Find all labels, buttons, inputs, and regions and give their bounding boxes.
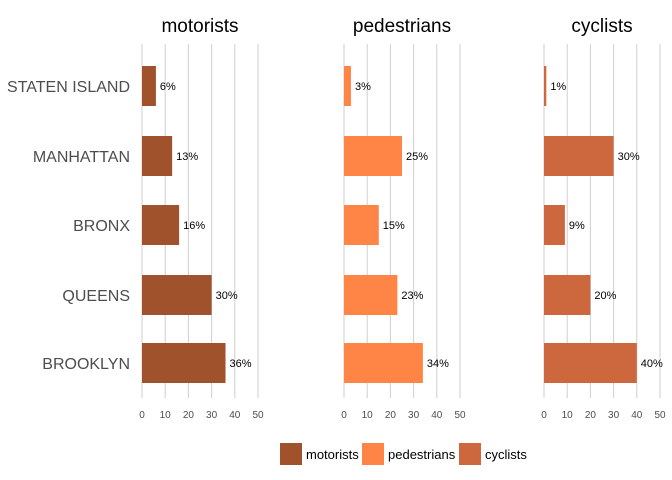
bar	[544, 136, 614, 176]
data-label: 15%	[383, 220, 405, 232]
legend-label: cyclists	[485, 447, 527, 462]
legend: motorists pedestrians cyclists	[280, 443, 527, 465]
tick-label: 0	[139, 410, 145, 421]
tick-label: 30	[608, 410, 620, 421]
data-label: 13%	[176, 151, 198, 163]
data-label: 1%	[550, 81, 566, 93]
tick-label: 10	[160, 410, 172, 421]
tick-label: 0	[541, 410, 547, 421]
bar	[544, 66, 547, 106]
bar	[544, 343, 637, 383]
tick-label: 20	[183, 410, 195, 421]
tick-label: 50	[454, 410, 466, 421]
bar	[344, 136, 402, 176]
tick-label: 20	[385, 410, 397, 421]
bar	[344, 343, 423, 383]
category-label: STATEN ISLAND	[7, 79, 130, 96]
data-label: 25%	[406, 151, 428, 163]
bar	[344, 205, 379, 245]
data-label: 40%	[641, 358, 663, 370]
tick-label: 20	[585, 410, 597, 421]
panel-title: cyclists	[571, 16, 632, 37]
category-label: BRONX	[73, 218, 130, 235]
legend-swatch	[362, 443, 384, 465]
panel-cyclists: cyclists 1% 30% 9% 20% 40% 0 10 20 30 40 50	[541, 16, 666, 421]
tick-label: 10	[362, 410, 374, 421]
data-label: 6%	[160, 81, 176, 93]
tick-label: 50	[654, 410, 666, 421]
data-label: 36%	[230, 358, 252, 370]
panel-motorists: motorists 6% 13% 16% 30% 36% 0 10 20 30 40 50	[139, 16, 264, 421]
data-label: 30%	[618, 151, 640, 163]
panel-title: pedestrians	[353, 16, 451, 37]
data-label: 34%	[427, 358, 449, 370]
category-label: BROOKLYN	[42, 356, 130, 373]
tick-label: 50	[252, 410, 264, 421]
data-label: 16%	[183, 220, 205, 232]
legend-swatch	[459, 443, 481, 465]
tick-label: 0	[341, 410, 347, 421]
bar	[142, 136, 173, 176]
panel-pedestrians: pedestrians 3% 25% 15% 23% 34% 0 10 20 30 40 50	[341, 16, 466, 421]
data-label: 30%	[216, 290, 238, 302]
bar	[344, 66, 351, 106]
tick-label: 30	[206, 410, 218, 421]
legend-label: motorists	[306, 447, 359, 462]
bar	[142, 205, 180, 245]
legend-swatch	[280, 443, 302, 465]
tick-label: 10	[562, 410, 574, 421]
bar	[544, 205, 565, 245]
data-label: 23%	[401, 290, 423, 302]
tick-label: 40	[229, 410, 241, 421]
bar	[142, 343, 226, 383]
bar	[142, 66, 156, 106]
panel-title: motorists	[161, 16, 238, 37]
bar	[544, 275, 591, 315]
category-label: QUEENS	[62, 288, 130, 305]
data-label: 9%	[569, 220, 585, 232]
tick-label: 40	[431, 410, 443, 421]
legend-label: pedestrians	[388, 447, 456, 462]
bar	[142, 275, 212, 315]
tick-label: 40	[631, 410, 643, 421]
data-label: 3%	[355, 81, 371, 93]
tick-label: 30	[408, 410, 420, 421]
data-label: 20%	[594, 290, 616, 302]
bar	[344, 275, 398, 315]
category-label: MANHATTAN	[33, 149, 130, 166]
